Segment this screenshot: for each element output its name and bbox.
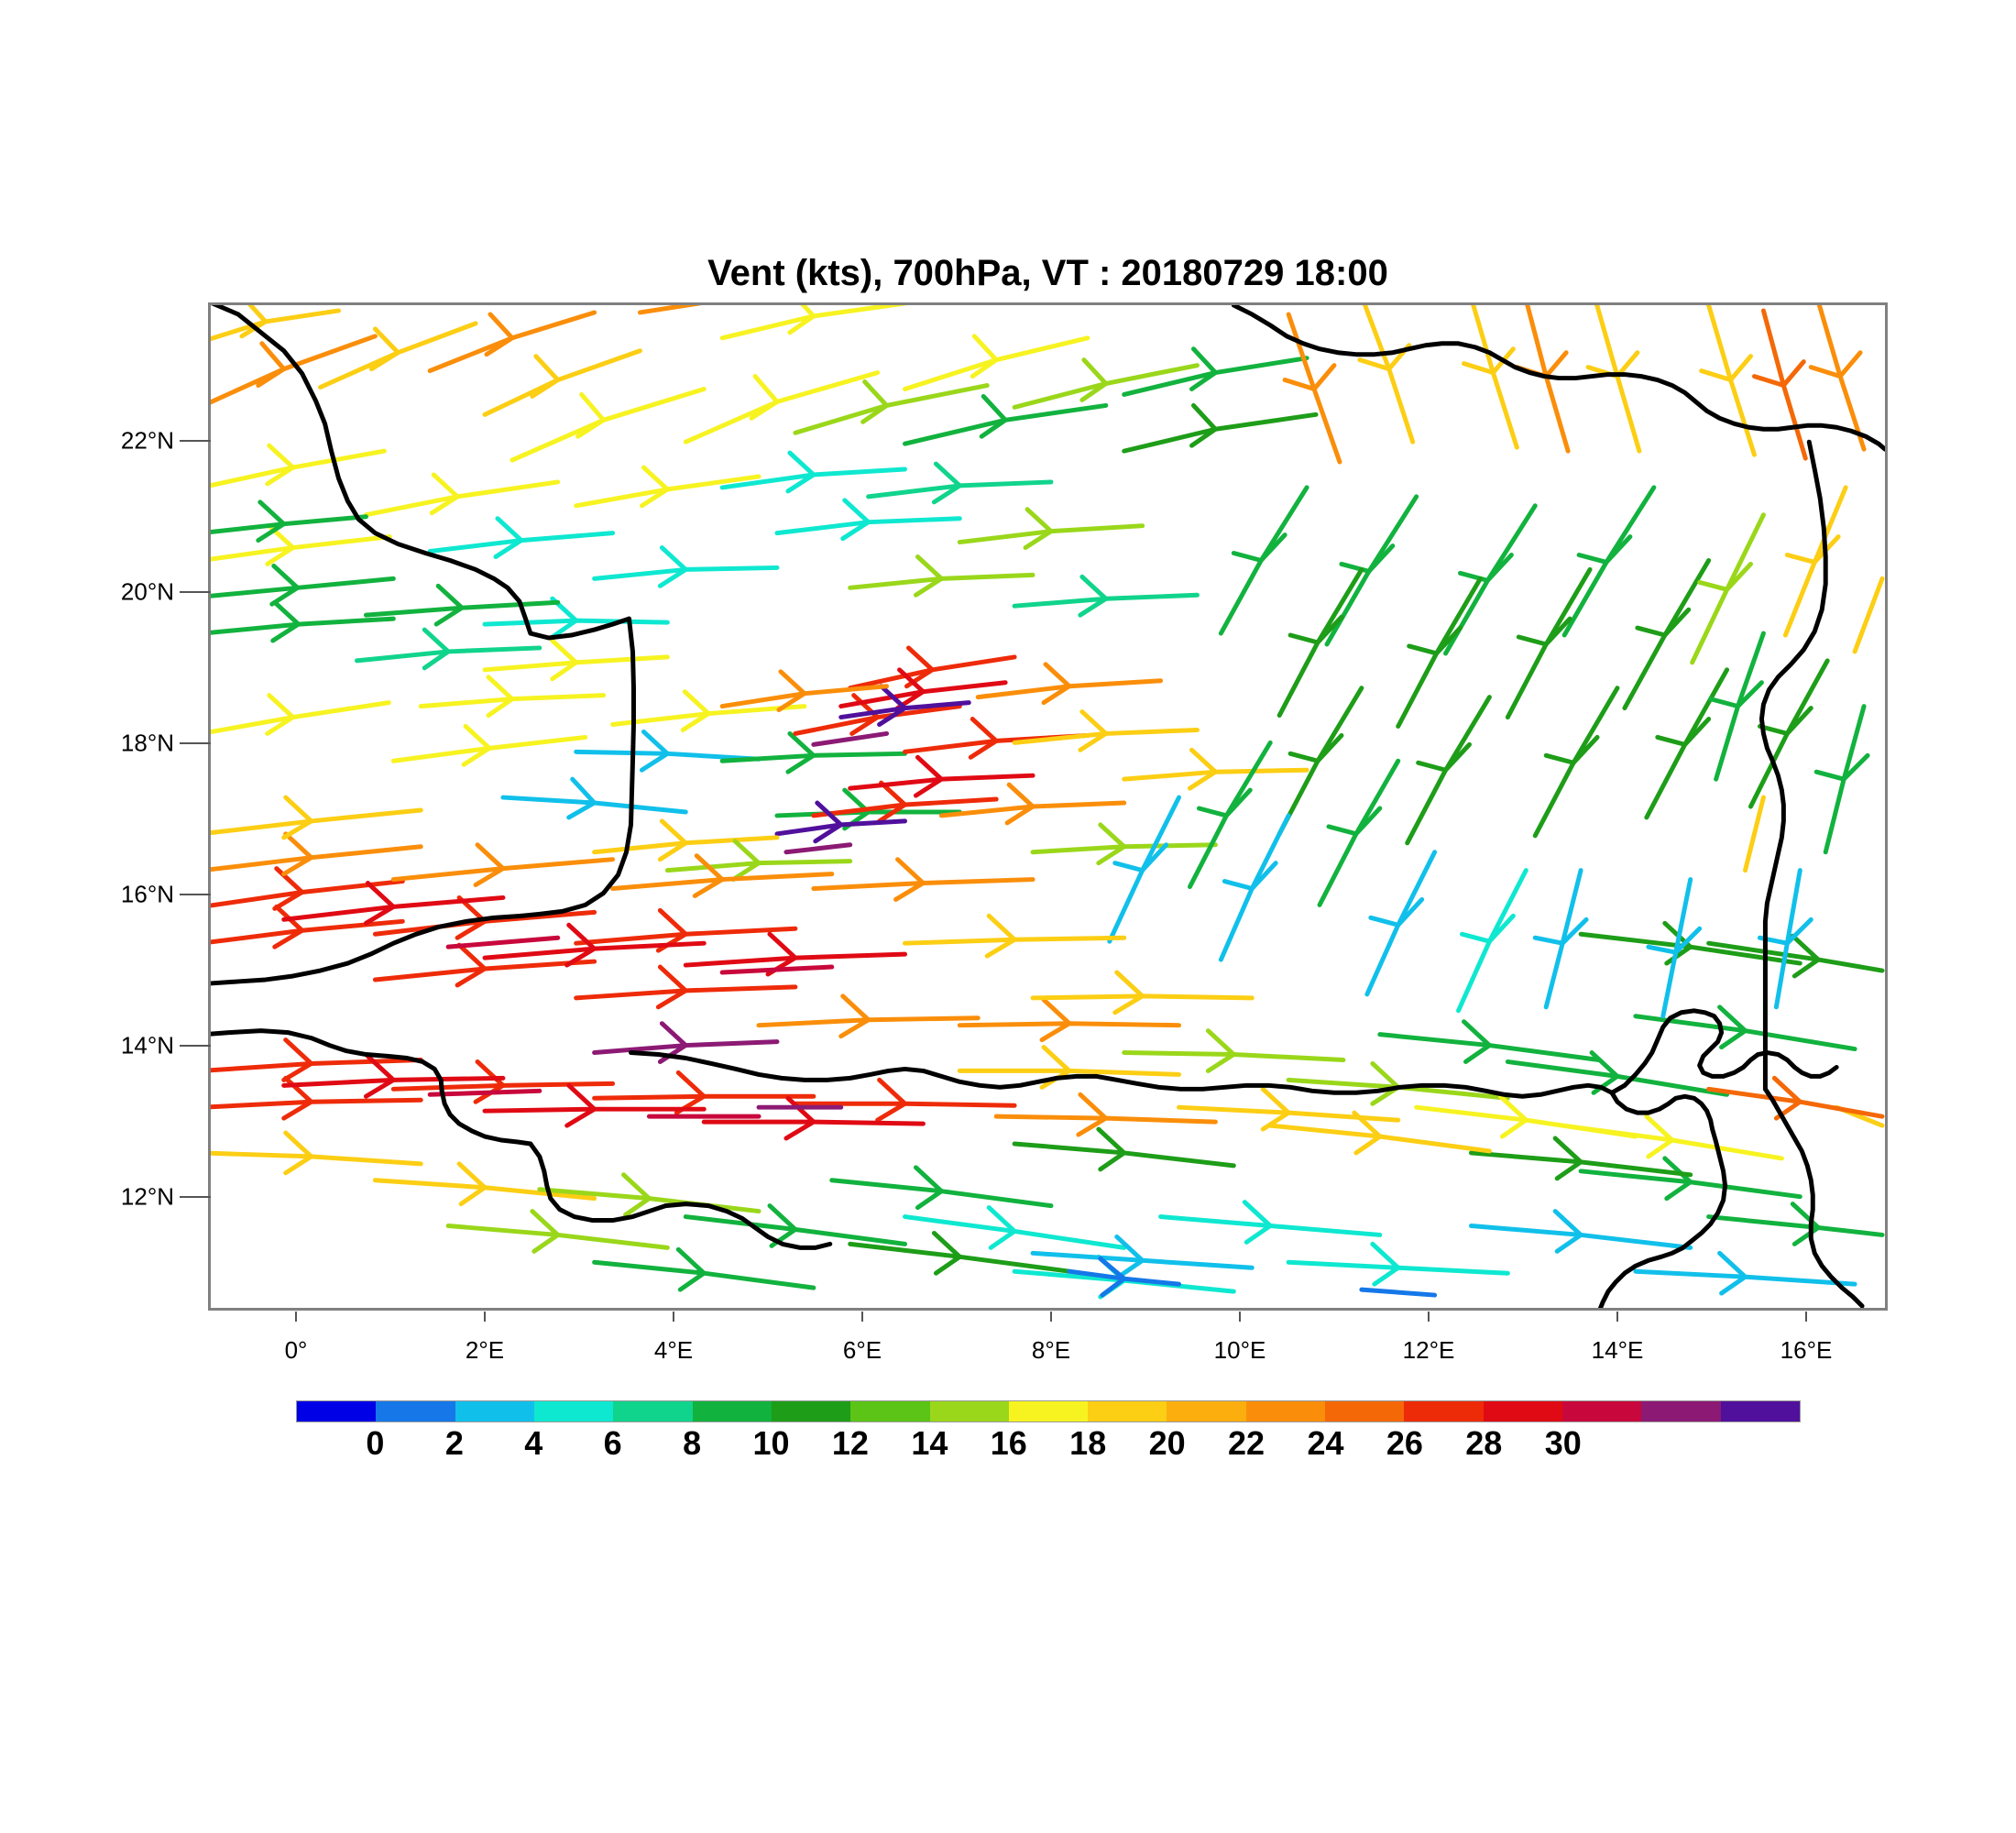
x-tick-label-8: 16°E — [1780, 1336, 1833, 1364]
x-tick-0 — [295, 1312, 297, 1322]
colorbar-segment-11 — [1167, 1401, 1246, 1421]
y-tick-label-5: 12°N — [120, 1182, 174, 1211]
x-tick-label-2: 4°E — [653, 1336, 694, 1364]
colorbar-label-26: 26 — [1386, 1424, 1423, 1462]
x-tick-4 — [1050, 1312, 1052, 1322]
colorbar-segment-12 — [1245, 1401, 1326, 1421]
colorbar-segment-3 — [533, 1401, 614, 1421]
colorbar: 0 2 4 6 8 10 12 14 16 18 20 22 24 26 28 30 — [296, 1400, 1801, 1462]
colorbar-label-22: 22 — [1228, 1424, 1265, 1462]
y-tick-label-2: 18°N — [120, 729, 174, 757]
colorbar-label-6: 6 — [603, 1424, 622, 1462]
x-tick-label-6: 12°E — [1402, 1336, 1455, 1364]
colorbar-label-20: 20 — [1148, 1424, 1186, 1462]
y-tick-label-3: 16°N — [120, 880, 174, 908]
colorbar-segment-9 — [1008, 1401, 1089, 1421]
x-tick-label-5: 10°E — [1213, 1336, 1266, 1364]
y-tick-label-4: 14°N — [120, 1031, 174, 1059]
x-tick-7 — [1616, 1312, 1618, 1322]
colorbar-label-28: 28 — [1465, 1424, 1503, 1462]
colorbar-segment-14 — [1404, 1401, 1484, 1421]
colorbar-label-4: 4 — [524, 1424, 543, 1462]
colorbar-label-16: 16 — [990, 1424, 1027, 1462]
colorbar-segment-15 — [1483, 1401, 1562, 1421]
x-tick-8 — [1805, 1312, 1807, 1322]
colorbar-segment-4 — [613, 1401, 693, 1421]
colorbar-segment-16 — [1562, 1401, 1642, 1421]
page-title: Vent (kts), 700hPa, VT : 20180729 18:00 — [707, 253, 1388, 293]
colorbar-label-0: 0 — [366, 1424, 385, 1462]
streamline-field — [211, 305, 1885, 1308]
colorbar-label-18: 18 — [1069, 1424, 1107, 1462]
colorbar-segment-6 — [771, 1401, 851, 1421]
y-leader-20 — [180, 591, 211, 593]
colorbar-segment-1 — [376, 1401, 455, 1421]
x-tick-label-1: 2°E — [465, 1336, 505, 1364]
x-tick-label-3: 6°E — [842, 1336, 882, 1364]
y-leader-22 — [180, 440, 211, 442]
colorbar-label-30: 30 — [1544, 1424, 1582, 1462]
colorbar-segment-7 — [850, 1401, 930, 1421]
x-tick-3 — [861, 1312, 863, 1322]
colorbar-label-10: 10 — [752, 1424, 790, 1462]
colorbar-label-12: 12 — [831, 1424, 869, 1462]
colorbar-label-14: 14 — [911, 1424, 948, 1462]
y-leader-14 — [180, 1045, 211, 1047]
x-tick-2 — [673, 1312, 674, 1322]
colorbar-label-8: 8 — [683, 1424, 702, 1462]
colorbar-segment-8 — [929, 1401, 1009, 1421]
y-leader-18 — [180, 742, 211, 744]
x-tick-label-7: 14°E — [1591, 1336, 1644, 1364]
colorbar-label-24: 24 — [1307, 1424, 1344, 1462]
x-tick-6 — [1428, 1312, 1430, 1322]
x-tick-1 — [484, 1312, 486, 1322]
y-leader-16 — [180, 894, 211, 895]
colorbar-segment-2 — [455, 1401, 534, 1421]
y-tick-label-0: 22°N — [120, 426, 174, 455]
x-tick-label-0: 0° — [284, 1336, 308, 1364]
x-tick-5 — [1239, 1312, 1241, 1322]
colorbar-segment-5 — [692, 1401, 772, 1421]
colorbar-label-2: 2 — [444, 1424, 464, 1462]
colorbar-gradient — [296, 1400, 1801, 1422]
map-plot-area — [208, 302, 1888, 1311]
colorbar-segment-17 — [1641, 1401, 1721, 1421]
y-tick-label-1: 20°N — [120, 577, 174, 606]
colorbar-segment-18 — [1720, 1401, 1800, 1421]
colorbar-segment-10 — [1088, 1401, 1167, 1421]
y-leader-12 — [180, 1196, 211, 1198]
x-tick-label-4: 8°E — [1031, 1336, 1071, 1364]
colorbar-segment-13 — [1325, 1401, 1405, 1421]
colorbar-segment-0 — [297, 1401, 377, 1421]
